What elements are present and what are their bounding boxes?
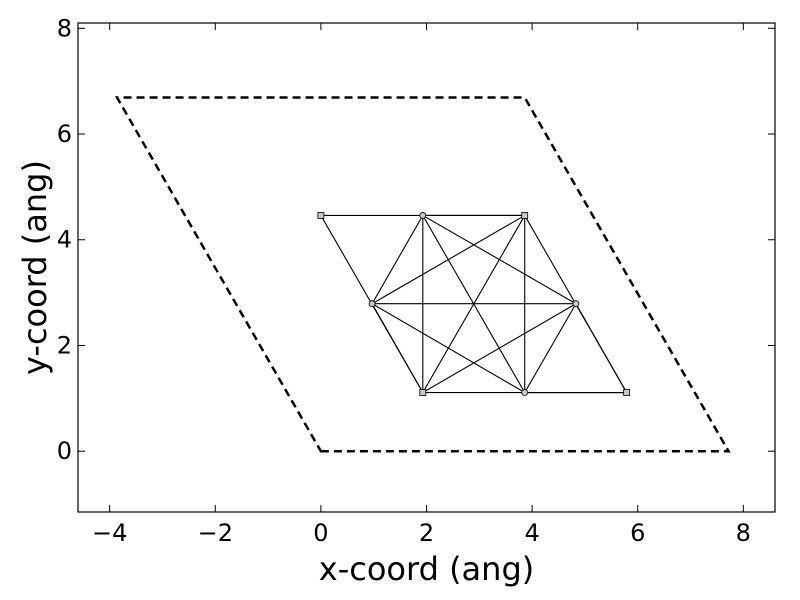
- x-tick-label-2: 0: [313, 519, 328, 547]
- tick-labels: −4 −2 0 2 4 6 8 0 2 4 6 8: [57, 14, 751, 547]
- y-tick-label-1: 2: [57, 331, 72, 359]
- atom-point-5: [419, 389, 427, 396]
- y-tick-label-2: 4: [57, 226, 72, 254]
- x-tick-label-0: −4: [92, 519, 127, 547]
- atom-point-3: [368, 300, 376, 308]
- bond-line-6: [371, 215, 424, 304]
- bond-line-17: [575, 303, 628, 393]
- atom-point-2: [521, 212, 529, 219]
- axis-ticks: [78, 23, 775, 512]
- atom-point-4: [572, 300, 580, 308]
- x-axis-label: x-coord (ang): [319, 550, 534, 588]
- x-tick-label-6: 8: [736, 519, 751, 547]
- x-tick-label-4: 4: [524, 519, 539, 547]
- plot-content: [114, 96, 731, 453]
- atom-point-1: [419, 212, 427, 219]
- atom-point-7: [623, 389, 631, 396]
- bond-line-14: [524, 303, 577, 393]
- bond-line-13: [371, 303, 525, 394]
- x-tick-label-1: −2: [198, 519, 233, 547]
- y-axis-label: y-coord (ang): [16, 160, 54, 375]
- bond-line-11: [371, 214, 525, 305]
- y-tick-label-0: 0: [57, 437, 72, 465]
- x-tick-label-3: 2: [419, 519, 434, 547]
- atom-point-0: [317, 212, 325, 219]
- unit-cell-outline: [114, 96, 731, 453]
- bond-line-15: [422, 303, 577, 394]
- y-tick-label-4: 8: [57, 14, 72, 42]
- atom-point-6: [521, 389, 529, 396]
- bond-line-12: [422, 215, 526, 393]
- x-tick-label-5: 6: [630, 519, 645, 547]
- bond-line-18: [371, 303, 424, 393]
- y-tick-label-3: 6: [57, 120, 72, 148]
